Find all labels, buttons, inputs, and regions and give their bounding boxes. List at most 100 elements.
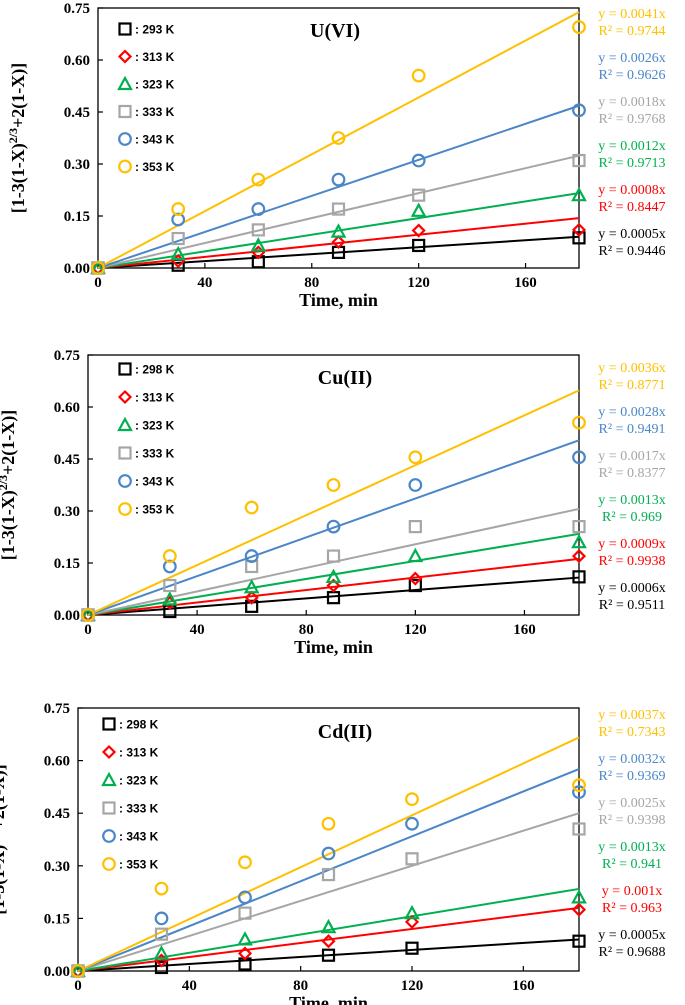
data-point-s2 [571, 902, 587, 917]
legend-label: : 333 K [119, 802, 159, 816]
x-tick-label: 120 [407, 275, 430, 291]
equation-label: y = 0.0012x [598, 139, 665, 154]
fit-line-6 [87, 389, 580, 616]
r-squared-label: R² = 0.9511 [599, 598, 665, 613]
data-point-s3 [237, 931, 253, 946]
fit-line-2 [77, 906, 580, 972]
equation-label: y = 0.0037x [598, 708, 665, 723]
data-point-s2 [331, 234, 346, 250]
data-point-s3 [170, 245, 187, 261]
y-tick-label: 0.00 [44, 964, 70, 980]
x-axis-title: Time, min [294, 637, 373, 657]
y-tick-label: 0.15 [44, 911, 70, 927]
equation-label: y = 0.0009x [598, 537, 665, 552]
equation-label: y = 0.0028x [598, 405, 665, 420]
y-tick-label: 0.75 [64, 1, 90, 17]
data-point-s1 [572, 934, 586, 948]
data-point-s5 [572, 785, 586, 800]
data-point-s6 [321, 816, 336, 831]
data-point-s1 [405, 941, 419, 955]
data-point-s3 [325, 568, 342, 583]
data-point-s4 [171, 231, 185, 246]
data-point-s6 [171, 202, 186, 216]
legend-marker [117, 416, 133, 432]
r-squared-label: R² = 0.9744 [599, 24, 666, 39]
y-axis-title: [1-3(1-X)2/3+2(1-X)] [0, 410, 19, 561]
equation-label: y = 0.0006x [598, 581, 665, 596]
data-point-s6 [408, 450, 423, 465]
r-squared-label: R² = 0.9938 [599, 554, 666, 569]
r-squared-label: R² = 0.9688 [599, 945, 666, 960]
legend-marker [102, 717, 116, 731]
equation-label: y = 0.0025x [598, 796, 665, 811]
x-tick-label: 40 [197, 275, 212, 291]
data-point-s1 [572, 231, 586, 245]
data-point-s5 [572, 103, 586, 118]
x-tick-label: 160 [514, 275, 537, 291]
y-tick-label: 0.60 [54, 400, 80, 416]
r-squared-label: R² = 0.9713 [599, 156, 666, 171]
legend-label: : 333 K [135, 447, 175, 461]
chart-panel-1: 0.00 0.15 0.30 0.45 0.60 0.75 0 40 80 120 160 Time,… [6, 1, 666, 310]
equation-label: y = 0.001x [602, 884, 662, 899]
data-point-s4 [408, 519, 422, 534]
legend-marker [118, 474, 132, 488]
chart-panel-2: 0.00 0.15 0.30 0.45 0.60 0.75 0 40 80 120 160 Time,… [0, 348, 666, 657]
data-point-s4 [412, 188, 426, 202]
data-point-s4 [572, 822, 586, 836]
data-point-s4 [331, 202, 346, 216]
x-tick-label: 80 [293, 978, 308, 994]
data-point-s5 [154, 911, 169, 926]
legend-label: : 353 K [135, 160, 175, 174]
r-squared-label: R² = 0.9446 [599, 244, 666, 259]
data-point-s6 [244, 500, 259, 515]
data-point-s4 [154, 927, 169, 941]
legend-marker [118, 22, 132, 36]
y-tick-label: 0.75 [44, 701, 70, 717]
y-tick-label: 0.45 [54, 452, 80, 468]
y-tick-label: 0.30 [64, 157, 90, 173]
legend-label: : 323 K [135, 419, 175, 433]
data-point-s4 [251, 223, 265, 237]
data-point-s3 [571, 186, 587, 202]
data-point-s6 [411, 68, 426, 83]
legend-label: : 343 K [135, 133, 175, 147]
data-point-s6 [405, 792, 419, 807]
legend-marker [118, 502, 132, 516]
legend-label: : 298 K [135, 363, 175, 377]
data-point-s6 [81, 608, 95, 622]
data-point-s6 [572, 415, 586, 430]
data-point-s2 [326, 578, 341, 593]
legend-label: : 343 K [119, 830, 159, 844]
data-point-s1 [408, 578, 422, 593]
x-tick-label: 120 [401, 978, 424, 994]
panel-title: Cd(II) [318, 721, 372, 743]
data-point-s3 [243, 578, 260, 594]
fit-line-5 [97, 104, 580, 269]
data-point-s3 [407, 547, 424, 563]
data-point-s2 [571, 222, 587, 237]
data-point-s2 [411, 223, 426, 238]
data-point-s3 [404, 904, 420, 920]
data-point-s5 [331, 172, 346, 187]
data-point-s1 [251, 255, 265, 269]
equation-label: y = 0.0018x [598, 95, 665, 110]
r-squared-label: R² = 0.9768 [599, 112, 666, 127]
x-tick-label: 0 [74, 978, 82, 994]
equation-label: y = 0.0032x [598, 752, 665, 767]
data-point-s3 [153, 945, 170, 960]
y-tick-label: 0.15 [54, 556, 80, 572]
data-point-s6 [572, 778, 586, 793]
r-squared-label: R² = 0.941 [602, 857, 662, 872]
data-point-s4 [238, 906, 252, 920]
data-point-s6 [572, 20, 586, 34]
data-point-s2 [571, 549, 587, 564]
data-point-s5 [244, 549, 259, 563]
equation-label: y = 0.0005x [598, 227, 665, 242]
data-point-s5 [171, 212, 186, 227]
r-squared-label: R² = 0.963 [602, 901, 662, 916]
data-point-s4 [572, 153, 586, 168]
legend-label: : 313 K [119, 746, 159, 760]
fit-line-4 [77, 812, 580, 972]
